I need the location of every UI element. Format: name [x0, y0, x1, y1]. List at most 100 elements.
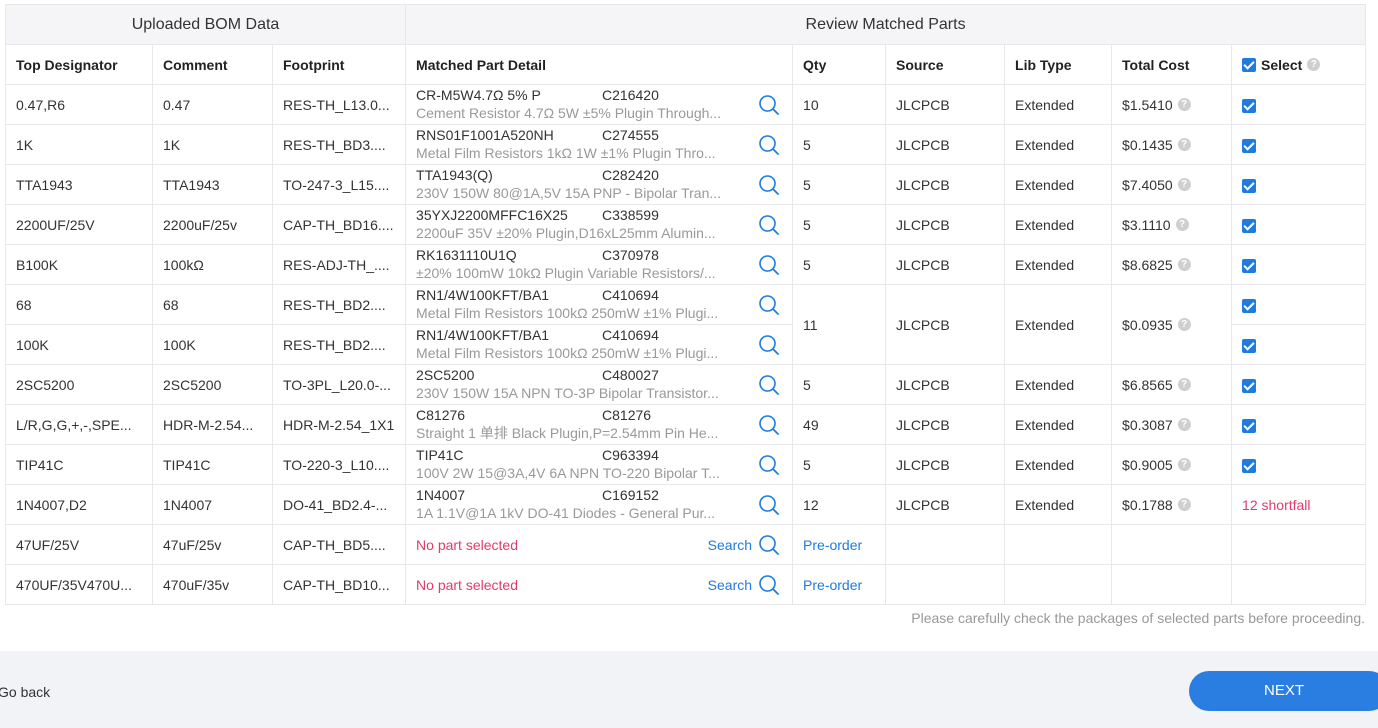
col-comment: Comment [152, 44, 273, 85]
designator-cell: 100K [5, 324, 153, 365]
col-footprint: Footprint [271, 44, 407, 85]
help-icon[interactable]: ? [1177, 178, 1191, 191]
comment-cell: HDR-M-2.54... [152, 404, 273, 445]
footprint-cell: DO-41_BD2.4-... [271, 484, 407, 525]
part-name: RK1631110U1Q [416, 247, 517, 263]
search-icon[interactable] [758, 334, 780, 356]
help-icon[interactable]: ? [1177, 258, 1191, 271]
total-cost-cell: $7.4050? [1111, 164, 1233, 205]
search-icon[interactable] [758, 174, 780, 196]
help-icon[interactable]: ? [1177, 458, 1191, 471]
select-cell [1231, 84, 1367, 125]
select-all-checkbox[interactable] [1242, 57, 1257, 72]
matched-part-cell: TIP41C C963394 100V 2W 15@3A,4V 6A NPN TO… [405, 444, 794, 485]
help-icon[interactable]: ? [1177, 318, 1191, 331]
next-button[interactable]: NEXT [1189, 671, 1378, 711]
empty-cell [885, 564, 1006, 605]
preorder-link[interactable]: Pre-order [792, 564, 887, 605]
search-icon[interactable] [758, 254, 780, 276]
search-label[interactable]: Search [707, 577, 753, 593]
search-icon[interactable] [758, 214, 780, 236]
part-name: 1N4007 [416, 487, 466, 503]
matched-part-cell: RN1/4W100KFT/BA1 C410694 Metal Film Resis… [405, 324, 794, 365]
search-icon[interactable] [758, 374, 780, 396]
col-select: Select ? [1231, 44, 1367, 85]
search-icon[interactable] [758, 94, 780, 116]
search-icon[interactable] [758, 454, 780, 476]
matched-part-cell: RN1/4W100KFT/BA1 C410694 Metal Film Resis… [405, 284, 794, 325]
total-cost-cell: $0.9005? [1111, 444, 1233, 485]
designator-cell: 68 [5, 284, 153, 325]
part-description: Straight 1 单排 Black Plugin,P=2.54mm Pin … [416, 425, 719, 441]
designator-cell: L/R,G,G,+,-,SPE... [5, 404, 153, 445]
go-back-link[interactable]: Go back [0, 684, 51, 700]
col-matched-part: Matched Part Detail [405, 44, 794, 85]
select-checkbox[interactable] [1242, 178, 1257, 193]
part-description: 230V 150W 80@1A,5V 15A PNP - Bipolar Tra… [416, 185, 722, 201]
select-label: Select [1261, 56, 1303, 73]
total-cost-cell: $0.0935? [1111, 284, 1233, 365]
empty-cell [1111, 524, 1233, 565]
comment-cell: 1N4007 [152, 484, 273, 525]
matched-part-cell: No part selected Search [405, 564, 794, 605]
select-checkbox[interactable] [1242, 98, 1257, 113]
empty-cell [1231, 524, 1367, 565]
cost-value: $0.0935 [1122, 316, 1173, 333]
lib-type-cell: Extended [1004, 244, 1113, 285]
help-icon[interactable]: ? [1177, 498, 1191, 511]
lib-type-cell: Extended [1004, 84, 1113, 125]
part-name: 2SC5200 [416, 367, 475, 383]
search-button[interactable]: Search [708, 534, 780, 556]
search-icon[interactable] [758, 534, 780, 556]
source-cell: JLCPCB [885, 124, 1006, 165]
footprint-cell: TO-247-3_L15.... [271, 164, 407, 205]
cost-value: $0.9005 [1122, 456, 1173, 473]
lib-type-cell: Extended [1004, 284, 1113, 365]
cost-value: $1.5410 [1122, 96, 1173, 113]
select-cell [1231, 204, 1367, 245]
table-row: 2SC5200 2SC5200 TO-3PL_L20.0-... 2SC5200 C4… [5, 364, 1367, 405]
select-cell [1231, 324, 1367, 365]
select-checkbox[interactable] [1242, 418, 1257, 433]
help-icon[interactable]: ? [1177, 418, 1191, 431]
search-icon[interactable] [758, 134, 780, 156]
select-checkbox[interactable] [1242, 218, 1257, 233]
preorder-link[interactable]: Pre-order [792, 524, 887, 565]
qty-cell: 12 [792, 484, 887, 525]
select-checkbox[interactable] [1242, 138, 1257, 153]
help-icon[interactable]: ? [1307, 58, 1321, 71]
qty-cell: 11 [792, 284, 887, 365]
help-icon[interactable]: ? [1177, 378, 1191, 391]
help-icon[interactable]: ? [1177, 138, 1191, 151]
select-checkbox[interactable] [1242, 378, 1257, 393]
qty-cell: 5 [792, 124, 887, 165]
cost-value: $0.3087 [1122, 416, 1173, 433]
select-checkbox[interactable] [1242, 258, 1257, 273]
table-row: 47UF/25V 47uF/25v CAP-TH_BD5.... No part s… [5, 524, 1367, 565]
select-checkbox[interactable] [1242, 298, 1257, 313]
total-cost-cell: $8.6825? [1111, 244, 1233, 285]
search-icon[interactable] [758, 294, 780, 316]
search-button[interactable]: Search [708, 574, 780, 596]
select-cell [1231, 164, 1367, 205]
search-icon[interactable] [758, 414, 780, 436]
select-checkbox[interactable] [1242, 458, 1257, 473]
help-icon[interactable]: ? [1177, 98, 1191, 111]
source-cell: JLCPCB [885, 364, 1006, 405]
col-qty: Qty [792, 44, 887, 85]
search-label[interactable]: Search [707, 537, 753, 553]
footprint-cell: RES-TH_L13.0... [271, 84, 407, 125]
footprint-cell: RES-TH_BD2.... [271, 284, 407, 325]
source-cell: JLCPCB [885, 284, 1006, 365]
part-description: 2200uF 35V ±20% Plugin,D16xL25mm Alumin.… [416, 225, 716, 241]
uploaded-bom-header: Uploaded BOM Data [4, 4, 407, 45]
lib-type-cell: Extended [1004, 404, 1113, 445]
help-icon[interactable]: ? [1175, 218, 1189, 231]
designator-cell: 47UF/25V [5, 524, 153, 565]
search-icon[interactable] [758, 574, 780, 596]
group-header-row: Uploaded BOM Data Review Matched Parts [4, 4, 1367, 45]
part-code: C169152 [602, 487, 659, 503]
select-checkbox[interactable] [1242, 338, 1257, 353]
total-cost-cell: $3.1110? [1111, 204, 1233, 245]
search-icon[interactable] [758, 494, 780, 516]
